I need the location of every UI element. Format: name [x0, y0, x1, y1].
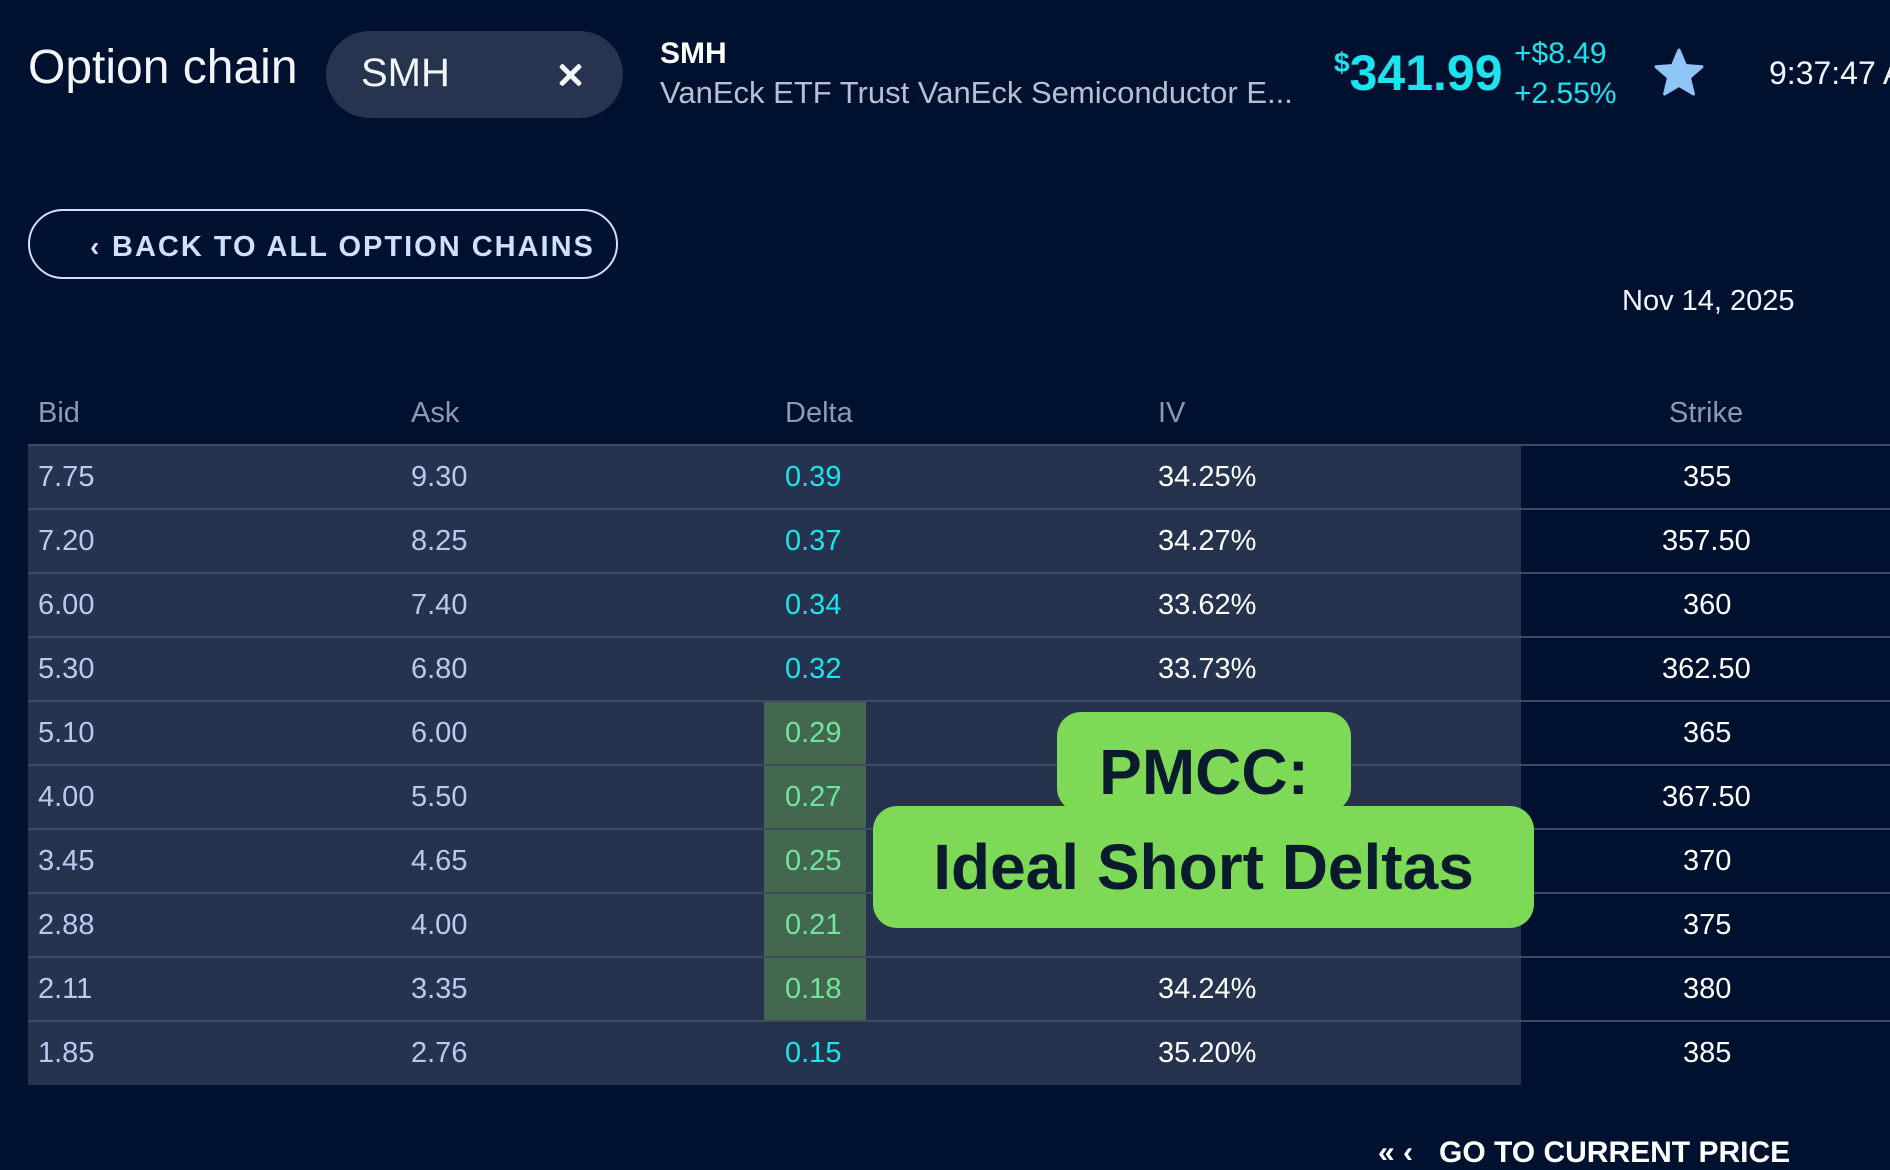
row-divider [28, 700, 1890, 702]
strike-cell: 375 [1683, 909, 1732, 941]
chevron-left-icon: ‹ [90, 231, 100, 262]
bid-cell: 2.88 [38, 909, 95, 941]
bid-cell: 7.75 [38, 461, 95, 493]
delta-cell: 0.18 [785, 973, 842, 1005]
callout-title: PMCC: [1099, 736, 1309, 808]
company-name: VanEck ETF Trust VanEck Semiconductor E.… [660, 75, 1293, 110]
ask-cell: 2.76 [411, 1037, 468, 1069]
market-clock: 9:37:47 A [1769, 55, 1890, 91]
strike-cell: 355 [1683, 461, 1732, 493]
ask-cell: 5.50 [411, 781, 468, 813]
row-divider [28, 764, 1890, 766]
ask-cell: 9.30 [411, 461, 468, 493]
back-button-label: BACK TO ALL OPTION CHAINS [112, 231, 595, 263]
strike-cell: 370 [1683, 845, 1732, 877]
search-input[interactable]: SMH [361, 51, 450, 95]
ask-cell: 8.25 [411, 525, 468, 557]
callout-badge-top [1057, 712, 1351, 812]
price-currency: $ [1334, 47, 1350, 78]
page-title: Option chain [28, 41, 298, 94]
row-divider [28, 508, 1890, 510]
bid-cell: 5.30 [38, 653, 95, 685]
bid-cell: 4.00 [38, 781, 95, 813]
ask-cell: 4.00 [411, 909, 468, 941]
strike-cell: 357.50 [1662, 525, 1751, 557]
bid-cell: 1.85 [38, 1037, 95, 1069]
row-divider [28, 572, 1890, 574]
strike-cell: 367.50 [1662, 781, 1751, 813]
back-to-all-option-chains-button[interactable]: ‹ BACK TO ALL OPTION CHAINS [28, 209, 618, 279]
delta-cell: 0.37 [785, 525, 842, 557]
callout-badge-bottom [873, 806, 1534, 928]
ticker-symbol: SMH [660, 37, 727, 70]
bid-cell: 6.00 [38, 589, 95, 621]
delta-cell: 0.34 [785, 589, 842, 621]
star-icon[interactable] [1653, 48, 1705, 98]
column-header-ask: Ask [411, 397, 460, 429]
delta-cell: 0.21 [785, 909, 842, 941]
price-change-percent: +2.55% [1514, 77, 1617, 110]
delta-cell: 0.32 [785, 653, 842, 685]
column-header-strike: Strike [1669, 397, 1744, 429]
strike-cell: 365 [1683, 717, 1732, 749]
symbol-search-chip[interactable]: SMH [326, 31, 623, 118]
bid-cell: 5.10 [38, 717, 95, 749]
price-amount: 341.99 [1349, 45, 1503, 101]
ask-cell: 6.00 [411, 717, 468, 749]
current-price: $341.99 [1334, 44, 1503, 102]
callout-subtitle: Ideal Short Deltas [933, 831, 1474, 903]
iv-cell: 34.24% [1158, 973, 1257, 1005]
strike-cell: 360 [1683, 589, 1732, 621]
go-to-current-price-button[interactable]: « ‹ GO TO CURRENT PRICE [1378, 1136, 1790, 1170]
iv-cell: 35.20% [1158, 1037, 1257, 1069]
row-divider [28, 636, 1890, 638]
iv-cell: 33.62% [1158, 589, 1257, 621]
expiry-date: Nov 14, 2025 [1622, 285, 1795, 317]
delta-cell: 0.15 [785, 1037, 842, 1069]
row-divider [28, 444, 1890, 446]
delta-cell: 0.25 [785, 845, 842, 877]
close-icon[interactable] [554, 59, 586, 91]
iv-cell: 34.25% [1158, 461, 1257, 493]
ask-cell: 3.35 [411, 973, 468, 1005]
ask-cell: 4.65 [411, 845, 468, 877]
strike-cell: 362.50 [1662, 653, 1751, 685]
ask-cell: 7.40 [411, 589, 468, 621]
price-change-absolute: +$8.49 [1514, 37, 1607, 70]
row-divider [28, 1020, 1890, 1022]
go-to-current-price-label: GO TO CURRENT PRICE [1439, 1136, 1791, 1169]
bid-cell: 7.20 [38, 525, 95, 557]
column-header-iv: IV [1158, 397, 1186, 429]
row-divider [28, 956, 1890, 958]
strike-cell: 385 [1683, 1037, 1732, 1069]
delta-highlight-band [764, 702, 866, 1022]
column-header-delta: Delta [785, 397, 853, 429]
double-chevron-left-icon: « ‹ [1378, 1136, 1414, 1169]
delta-cell: 0.39 [785, 461, 842, 493]
bid-cell: 3.45 [38, 845, 95, 877]
column-header-bid: Bid [38, 397, 80, 429]
iv-cell: 34.27% [1158, 525, 1257, 557]
delta-cell: 0.27 [785, 781, 842, 813]
delta-cell: 0.29 [785, 717, 842, 749]
strike-cell: 380 [1683, 973, 1732, 1005]
iv-cell: 33.73% [1158, 653, 1257, 685]
ask-cell: 6.80 [411, 653, 468, 685]
bid-cell: 2.11 [38, 973, 93, 1005]
